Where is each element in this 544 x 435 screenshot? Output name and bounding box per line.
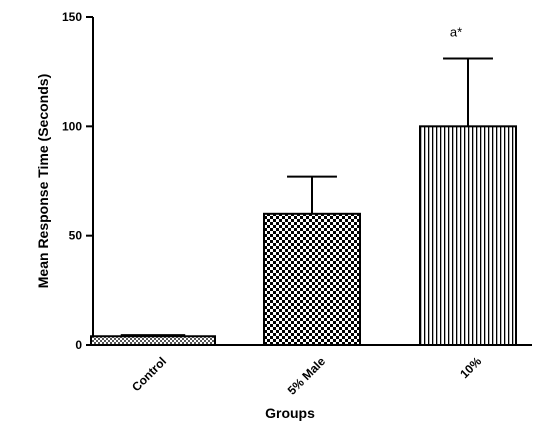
x-axis-title: Groups — [265, 405, 315, 421]
y-axis: 0 50 100 150 — [62, 10, 94, 352]
x-tick-label: 5% Male — [285, 354, 329, 398]
y-tick-label: 100 — [62, 119, 82, 133]
y-tick-label: 0 — [75, 338, 82, 352]
bar — [90, 335, 216, 346]
y-tick-label: 150 — [62, 10, 82, 24]
y-tick-label: 50 — [69, 229, 83, 243]
x-tick-label: Control — [129, 354, 169, 394]
bar — [263, 212, 361, 346]
x-tick-label: 10% — [457, 354, 484, 381]
bar — [419, 125, 517, 347]
data-annotation: a* — [450, 25, 462, 40]
y-axis-title: Mean Response Time (Seconds) — [35, 74, 51, 288]
